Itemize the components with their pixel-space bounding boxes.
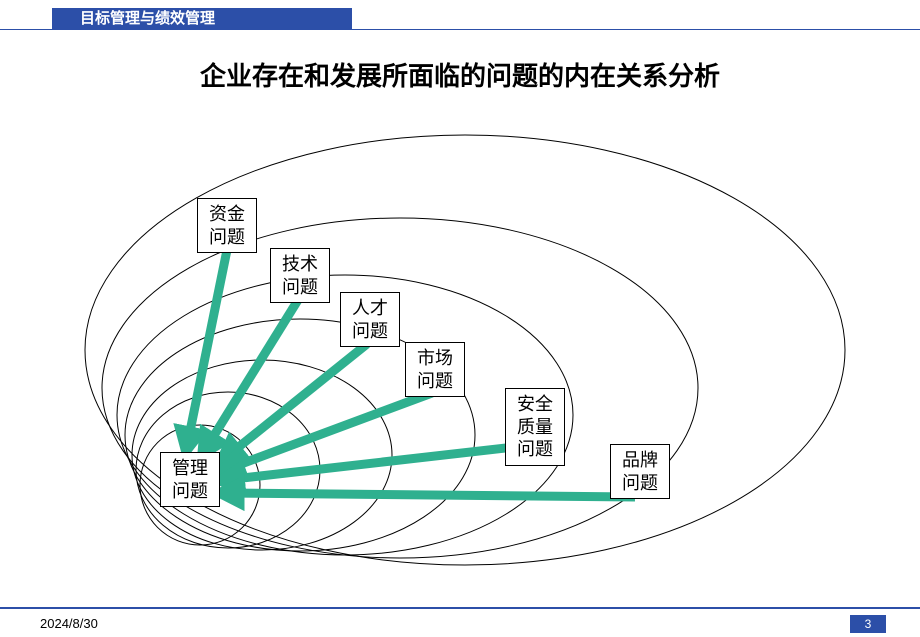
outer-node-4: 安全质量问题 bbox=[505, 388, 565, 466]
center-node: 管理问题 bbox=[160, 452, 220, 507]
diagram-container: 管理问题 资金问题技术问题人才问题市场问题安全质量问题品牌问题 bbox=[0, 100, 920, 580]
footer-line bbox=[0, 607, 920, 609]
footer-date: 2024/8/30 bbox=[40, 616, 98, 631]
outer-node-2: 人才问题 bbox=[340, 292, 400, 347]
outer-node-0: 资金问题 bbox=[197, 198, 257, 253]
page-title: 企业存在和发展所面临的问题的内在关系分析 bbox=[0, 56, 920, 93]
outer-node-5: 品牌问题 bbox=[610, 444, 670, 499]
arrow-5 bbox=[225, 493, 635, 497]
arrow-1 bbox=[205, 300, 298, 450]
outer-node-3: 市场问题 bbox=[405, 342, 465, 397]
header-underline bbox=[0, 29, 920, 30]
ellipse-1 bbox=[102, 218, 698, 558]
outer-node-1: 技术问题 bbox=[270, 248, 330, 303]
header-label: 目标管理与绩效管理 bbox=[52, 8, 352, 30]
diagram-svg bbox=[0, 100, 920, 580]
header-bar: 目标管理与绩效管理 bbox=[0, 8, 920, 30]
page-number: 3 bbox=[850, 615, 886, 633]
